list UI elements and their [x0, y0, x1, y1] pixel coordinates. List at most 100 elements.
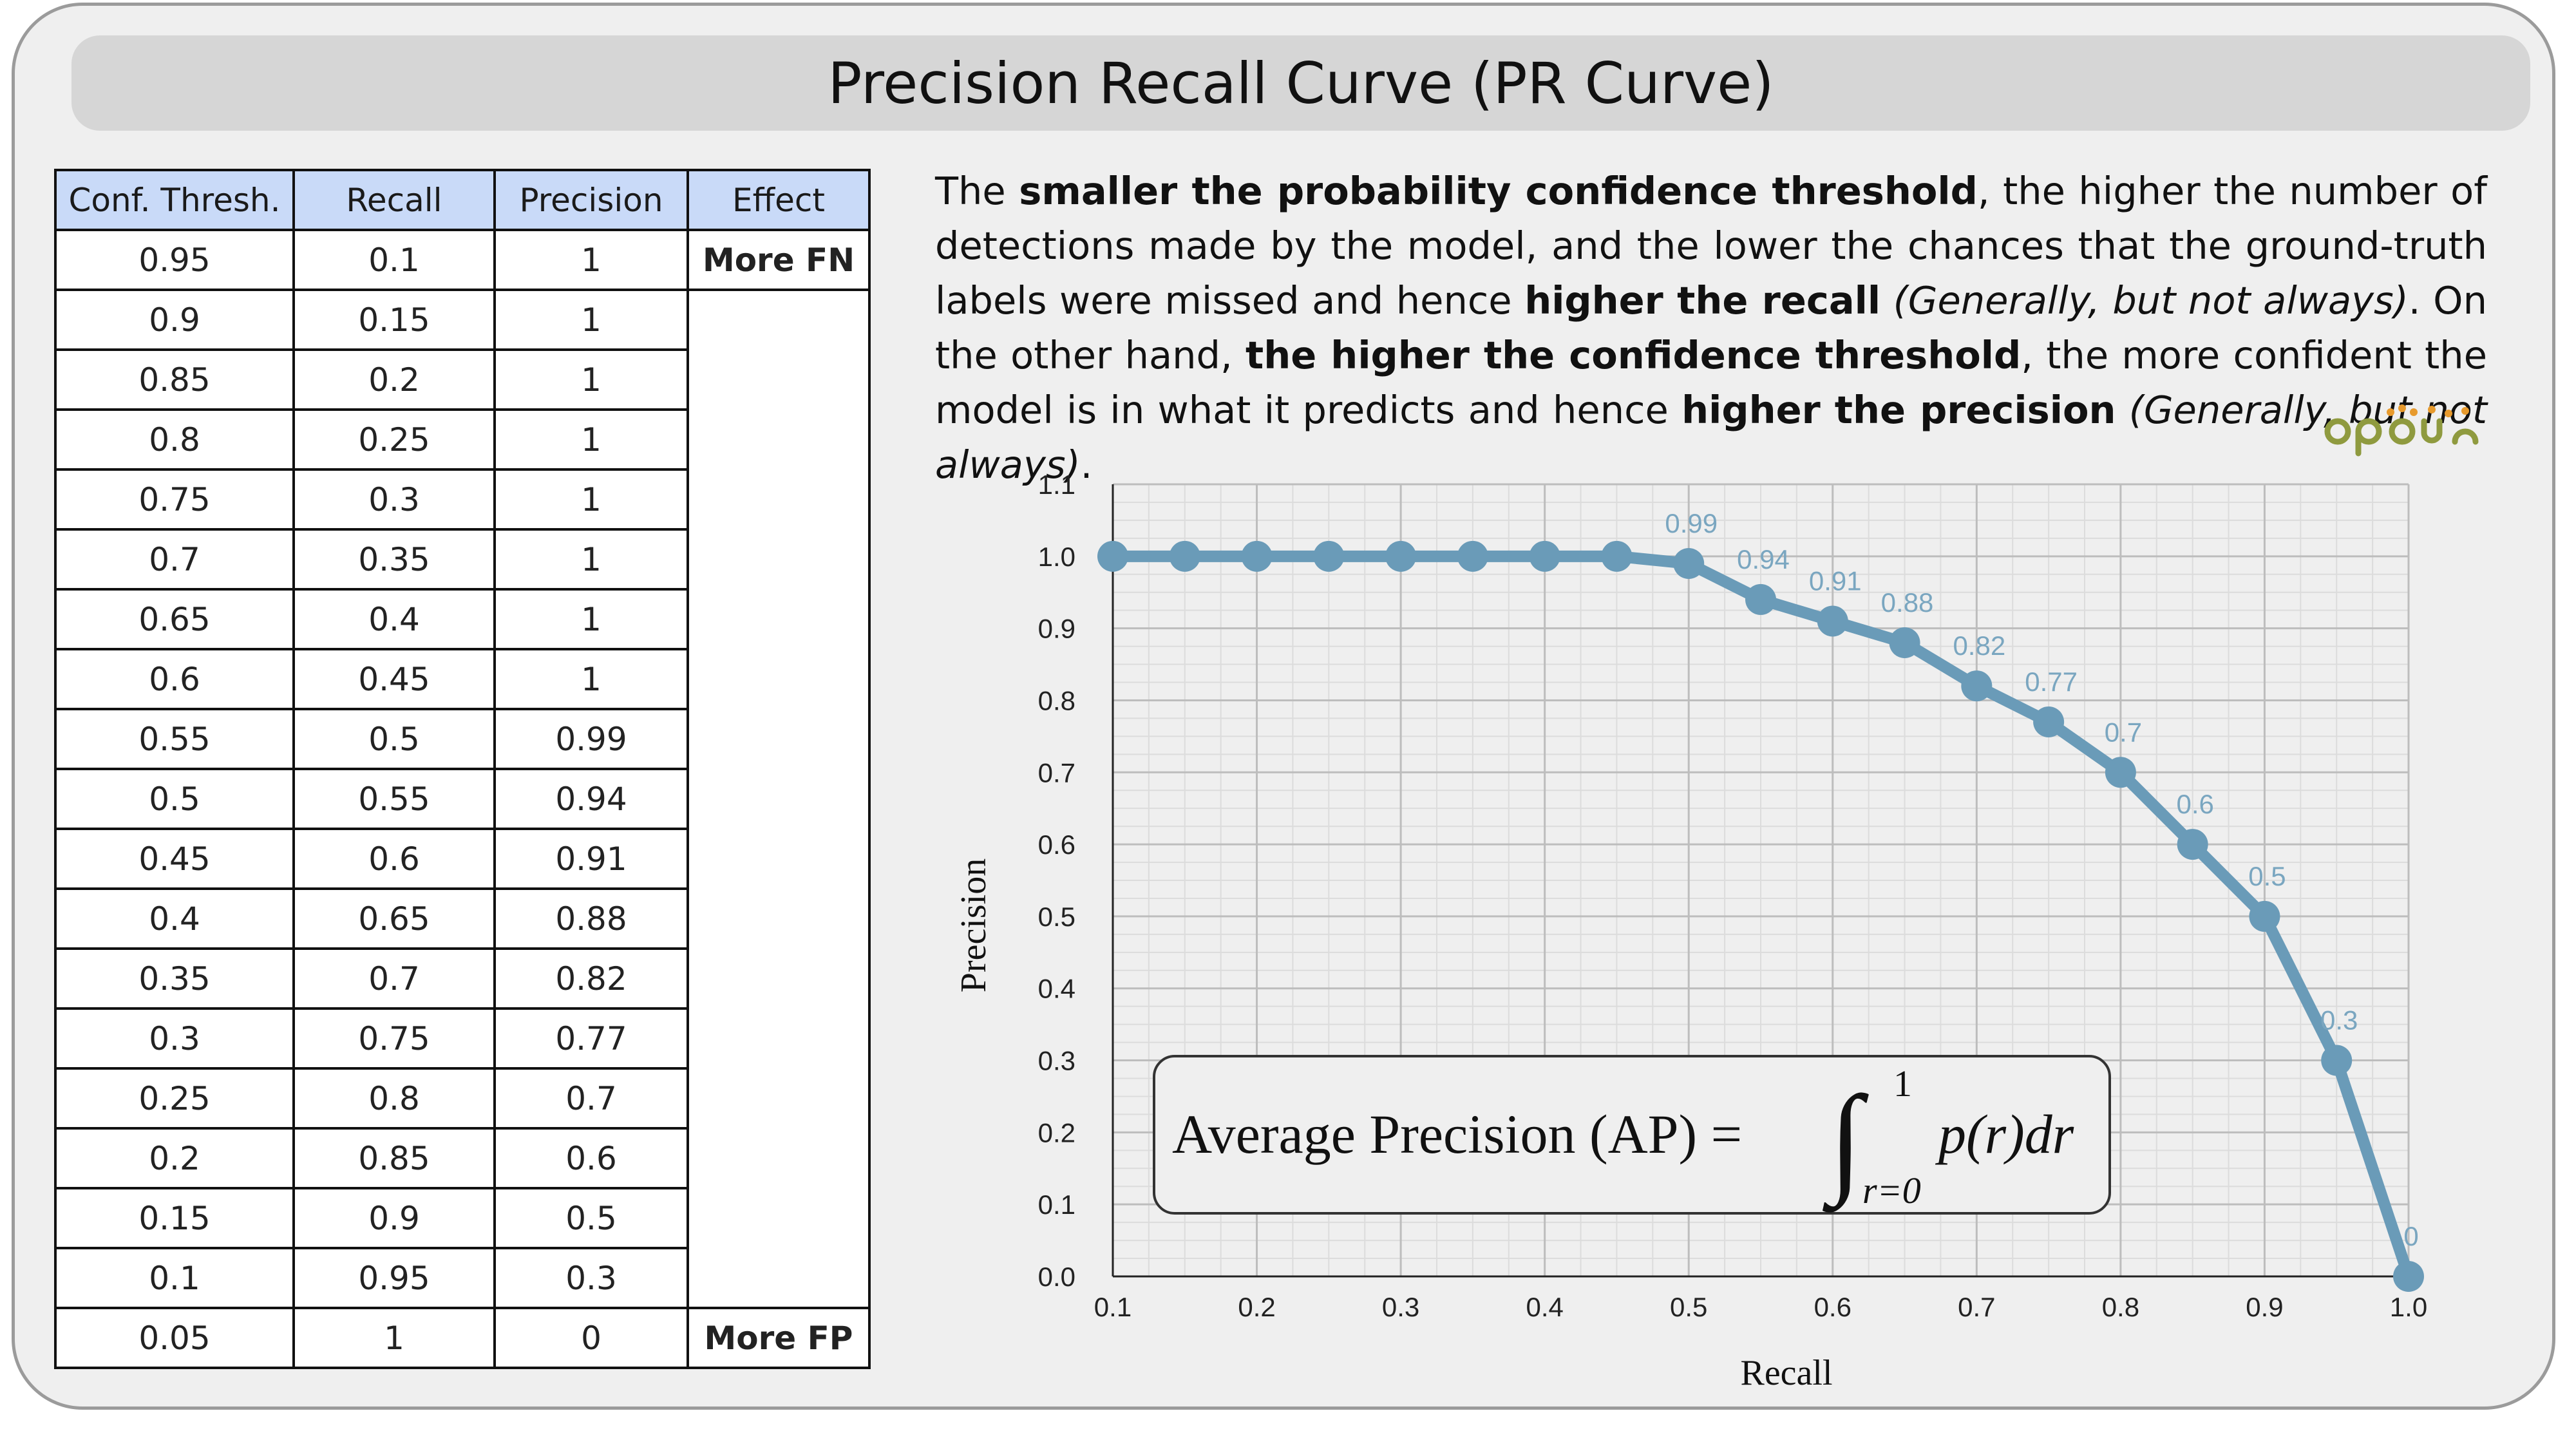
point-label: 0.82: [1953, 630, 2005, 661]
formula-lhs: Average Precision (AP) =: [1172, 1103, 1742, 1165]
pr-curve-chart: 0.0 0.1 0.2 0.3 0.4 0.5 0.6 0.7 0.8 0.9 1.0 1.1 0.1 0…: [954, 469, 2427, 1391]
cell-precision: 1: [493, 468, 689, 531]
cell-effect: [687, 649, 871, 709]
formula-box: [1153, 1055, 2111, 1215]
x-tick-label: 0.1: [1094, 1292, 1132, 1322]
cell-conf-thresh: 0.05: [54, 1307, 295, 1369]
cell-effect: [687, 769, 871, 829]
cell-conf-thresh: 0.15: [54, 1187, 295, 1249]
data-point: [1457, 540, 1488, 572]
table-row: 0.45 0.6 0.91: [54, 828, 871, 890]
table-row: 0.85 0.2 1: [54, 348, 871, 411]
y-tick-label: 0.4: [1038, 974, 1075, 1004]
y-tick-label: 0.5: [1038, 902, 1075, 932]
y-tick-label: 0.2: [1038, 1117, 1075, 1148]
formula-upper-limit: 1: [1893, 1063, 1912, 1104]
cell-recall: 0.4: [292, 588, 496, 650]
cell-conf-thresh: 0.75: [54, 468, 295, 531]
table-row: 0.3 0.75 0.77: [54, 1007, 871, 1070]
cell-effect: [687, 889, 871, 949]
data-point: [1889, 627, 1920, 658]
cell-conf-thresh: 0.6: [54, 648, 295, 710]
header-recall: Recall: [292, 169, 496, 231]
desc-bold: smaller the probability confidence thres…: [1019, 169, 1978, 213]
cell-conf-thresh: 0.35: [54, 947, 295, 1010]
cell-precision: 0.88: [493, 887, 689, 950]
cell-precision: 1: [493, 408, 689, 471]
cell-precision: 1: [493, 289, 689, 351]
cell-recall: 0.45: [292, 648, 496, 710]
cell-precision: 1: [493, 588, 689, 650]
cell-precision: 0.91: [493, 828, 689, 890]
cell-precision: 0.5: [493, 1187, 689, 1249]
cell-conf-thresh: 0.8: [54, 408, 295, 471]
desc-part: , the higher the number of detections ma…: [935, 169, 2487, 323]
data-point: [2393, 1261, 2424, 1292]
x-tick-label: 0.3: [1382, 1292, 1419, 1322]
cell-effect: [687, 350, 871, 410]
formula-integrand: p(r)dr: [1935, 1103, 2074, 1165]
brand-logo: [2324, 404, 2479, 457]
desc-part: The: [935, 169, 1019, 213]
data-point: [2249, 900, 2280, 932]
cell-conf-thresh: 0.85: [54, 348, 295, 411]
table-row: 0.9 0.15 1: [54, 289, 871, 351]
cell-conf-thresh: 0.55: [54, 708, 295, 770]
cell-effect: [687, 469, 871, 529]
table-row: 0.4 0.65 0.88: [54, 887, 871, 950]
y-tick-label: 1.0: [1038, 542, 1075, 572]
cell-recall: 0.7: [292, 947, 496, 1010]
x-tick-label: 0.9: [2246, 1292, 2283, 1322]
cell-recall: 0.5: [292, 708, 496, 770]
x-tick-label: 0.7: [1958, 1292, 1995, 1322]
table-row: 0.2 0.85 0.6: [54, 1127, 871, 1189]
table-row: 0.25 0.8 0.7: [54, 1067, 871, 1130]
point-label: 0.88: [1881, 587, 1934, 618]
table-row: 0.75 0.3 1: [54, 468, 871, 531]
cell-recall: 0.95: [292, 1247, 496, 1309]
cell-conf-thresh: 0.95: [54, 229, 295, 291]
cell-recall: 1: [292, 1307, 496, 1369]
data-point: [1097, 540, 1128, 572]
cell-effect: [687, 1128, 871, 1188]
cell-precision: 0.6: [493, 1127, 689, 1189]
cell-conf-thresh: 0.7: [54, 528, 295, 591]
table-row: 0.6 0.45 1: [54, 648, 871, 710]
desc-italic: (Generally, but not always): [935, 388, 2487, 487]
y-tick-label: 1.1: [1038, 469, 1075, 500]
cell-conf-thresh: 0.45: [54, 828, 295, 890]
x-tick-label: 0.2: [1238, 1292, 1275, 1322]
y-tick-label: 0.6: [1038, 829, 1075, 860]
data-point: [1745, 583, 1776, 615]
point-label: 0.94: [1737, 544, 1790, 574]
y-tick-label: 0.8: [1038, 685, 1075, 715]
table-row: 0.15 0.9 0.5: [54, 1187, 871, 1249]
cell-recall: 0.1: [292, 229, 496, 291]
cell-precision: 0.94: [493, 768, 689, 830]
cell-recall: 0.9: [292, 1187, 496, 1249]
desc-italic: (Generally, but not always): [1893, 278, 2409, 323]
data-point: [2105, 757, 2136, 788]
cell-precision: 0: [493, 1307, 689, 1369]
data-point: [1529, 540, 1560, 572]
cell-recall: 0.8: [292, 1067, 496, 1130]
cell-conf-thresh: 0.3: [54, 1007, 295, 1070]
x-tick-label: 0.5: [1670, 1292, 1707, 1322]
cell-effect: [687, 1068, 871, 1128]
table-row: 0.35 0.7 0.82: [54, 947, 871, 1010]
table-row: 0.5 0.55 0.94: [54, 768, 871, 830]
x-axis-label: Recall: [1740, 1353, 1832, 1391]
data-point: [1673, 548, 1705, 579]
table-row: 0.8 0.25 1: [54, 408, 871, 471]
y-tick-label: 0.0: [1038, 1262, 1075, 1292]
cell-conf-thresh: 0.4: [54, 887, 295, 950]
data-point: [1169, 540, 1200, 572]
cell-recall: 0.3: [292, 468, 496, 531]
cell-recall: 0.25: [292, 408, 496, 471]
table-row: 0.1 0.95 0.3: [54, 1247, 871, 1309]
cell-effect: [687, 1188, 871, 1248]
desc-bold: higher the precision: [1681, 388, 2116, 432]
cell-recall: 0.6: [292, 828, 496, 890]
header-precision: Precision: [493, 169, 689, 231]
cell-conf-thresh: 0.2: [54, 1127, 295, 1189]
